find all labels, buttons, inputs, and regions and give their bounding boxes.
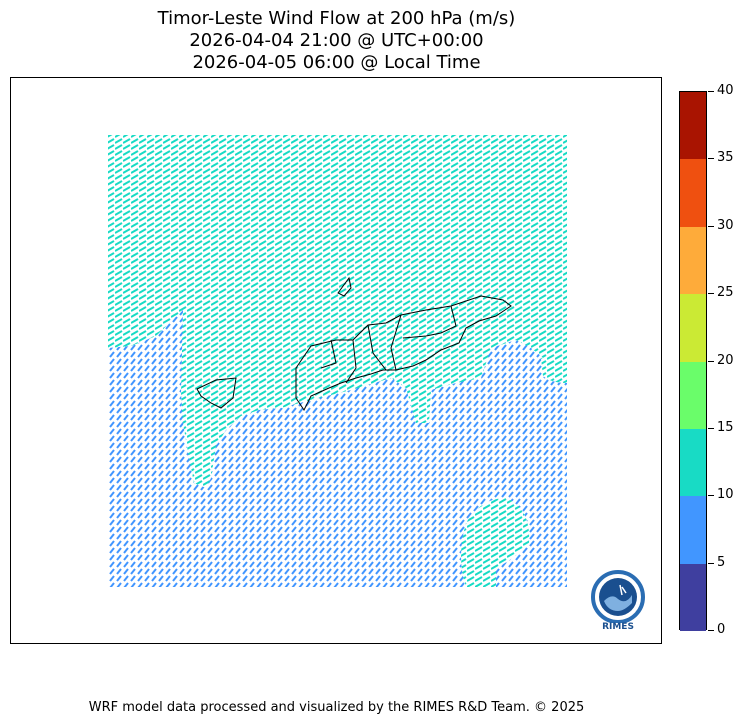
colorbar-tick-label: 25 <box>717 285 734 300</box>
colorbar-tick-label: 10 <box>717 487 734 502</box>
colorbar-tick <box>708 158 714 159</box>
chart-subtitle-local: 2026-04-05 06:00 @ Local Time <box>192 52 481 73</box>
colorbar-tick-label: 35 <box>717 150 734 165</box>
colorbar-tick-label: 20 <box>717 353 734 368</box>
colorbar-tick <box>708 91 714 92</box>
colorbar-segment <box>680 428 706 497</box>
colorbar <box>679 91 707 631</box>
credit-footer: WRF model data processed and visualized … <box>88 700 585 715</box>
wind-field-10-15-east <box>541 356 567 383</box>
wind-field-10-15-north <box>108 135 567 488</box>
colorbar-tick <box>708 630 714 631</box>
colorbar-segment <box>680 361 706 429</box>
colorbar-tick-label: 15 <box>717 420 734 435</box>
colorbar-segment <box>680 226 706 295</box>
colorbar-tick <box>708 428 714 429</box>
colorbar-segment <box>680 294 706 362</box>
map-plot-area <box>10 77 662 644</box>
rimes-logo: RIMES <box>586 565 650 635</box>
wind-field-map <box>108 135 567 587</box>
colorbar-tick-label: 30 <box>717 218 734 233</box>
chart-subtitle-utc: 2026-04-04 21:00 @ UTC+00:00 <box>189 30 484 51</box>
chart-title: Timor-Leste Wind Flow at 200 hPa (m/s) <box>157 8 516 29</box>
colorbar-tick <box>708 293 714 294</box>
country-boundaries <box>196 276 512 411</box>
wind-field-10-15-southeast <box>461 498 530 587</box>
colorbar-tick <box>708 563 714 564</box>
globe-logo-icon <box>591 570 645 624</box>
colorbar-tick-label: 0 <box>717 622 726 637</box>
logo-text: RIMES <box>602 622 634 632</box>
colorbar-segment <box>680 92 706 160</box>
colorbar-tick-label: 40 <box>717 83 734 98</box>
colorbar-tick-label: 5 <box>717 555 726 570</box>
colorbar-tick <box>708 495 714 496</box>
colorbar-segment <box>680 563 706 631</box>
colorbar-tick <box>708 361 714 362</box>
colorbar-segment <box>680 159 706 227</box>
colorbar-segment <box>680 496 706 564</box>
colorbar-tick <box>708 226 714 227</box>
